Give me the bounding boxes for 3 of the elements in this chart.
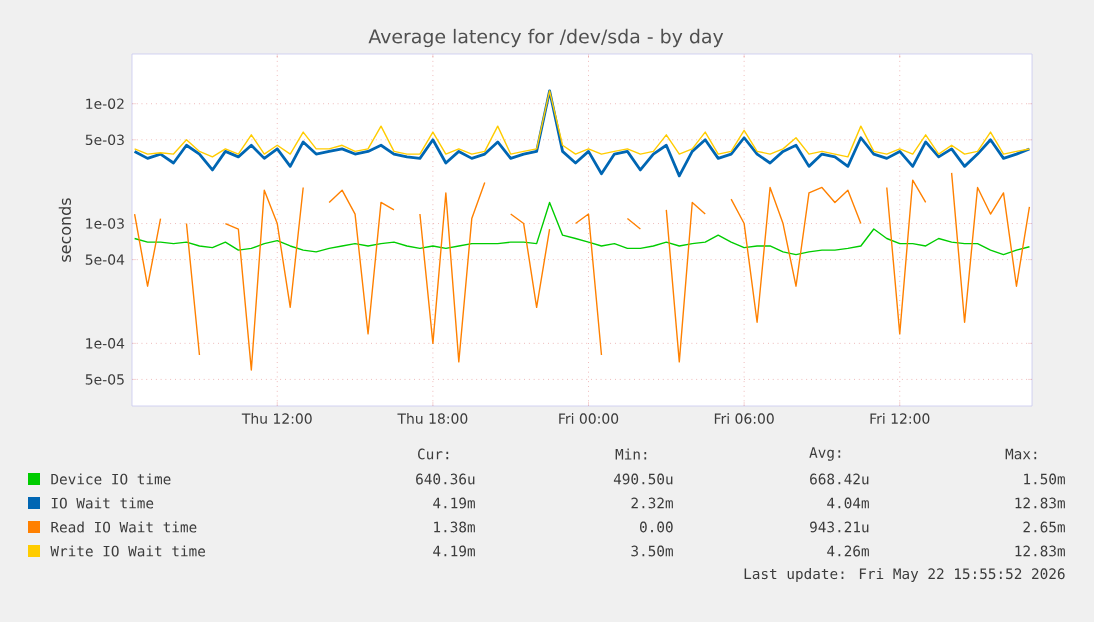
- chart-title: Average latency for /dev/sda - by day: [368, 28, 724, 48]
- line-series: [133, 89, 1031, 178]
- line-series: [133, 90, 1031, 158]
